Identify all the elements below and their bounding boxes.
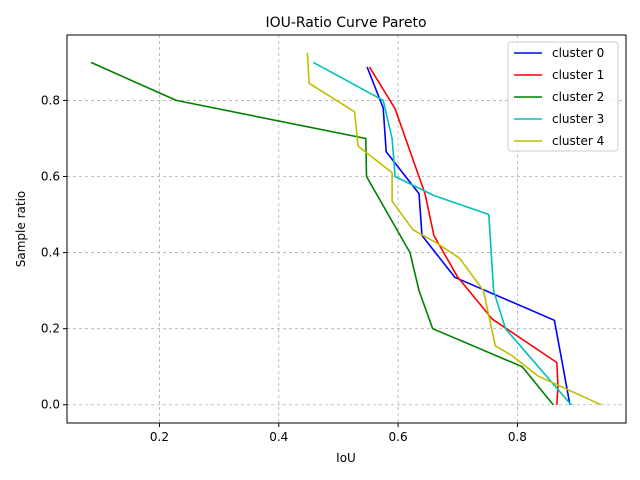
- y-tick-label: 0.0: [41, 398, 60, 412]
- y-tick-label: 0.4: [41, 246, 60, 260]
- x-axis-label: IoU: [336, 451, 356, 465]
- axis-ticks: 0.2 0.4 0.6 0.8 0.0 0.2 0.4 0.6 0.8: [41, 93, 527, 444]
- plot-frame: [66, 34, 627, 424]
- x-tick-label: 0.6: [389, 430, 408, 444]
- y-axis-label: Sample ratio: [14, 191, 28, 267]
- legend-box: [507, 41, 619, 152]
- x-tick-label: 0.4: [269, 430, 288, 444]
- legend-entry-label: cluster 2: [552, 90, 604, 104]
- y-tick-label: 0.6: [41, 170, 60, 184]
- series-line-cluster-2: [90, 61, 554, 406]
- legend-entry-label: cluster 3: [552, 112, 604, 126]
- series-line-cluster-4: [306, 52, 602, 406]
- legend-entry-label: cluster 0: [552, 46, 604, 60]
- series-lines: [90, 52, 602, 406]
- chart-title: IOU-Ratio Curve Pareto: [265, 15, 426, 31]
- legend-entry-label: cluster 4: [552, 134, 604, 148]
- y-tick-label: 0.8: [41, 93, 60, 107]
- grid: [67, 35, 626, 423]
- legend: cluster 0 cluster 1 cluster 2 cluster 3 clus…: [507, 41, 619, 152]
- legend-entry-label: cluster 1: [552, 68, 604, 82]
- y-tick-label: 0.2: [41, 322, 60, 336]
- x-tick-label: 0.2: [150, 430, 169, 444]
- series-line-cluster-1: [368, 66, 559, 405]
- series-line-cluster-3: [313, 61, 572, 406]
- x-tick-label: 0.8: [508, 430, 527, 444]
